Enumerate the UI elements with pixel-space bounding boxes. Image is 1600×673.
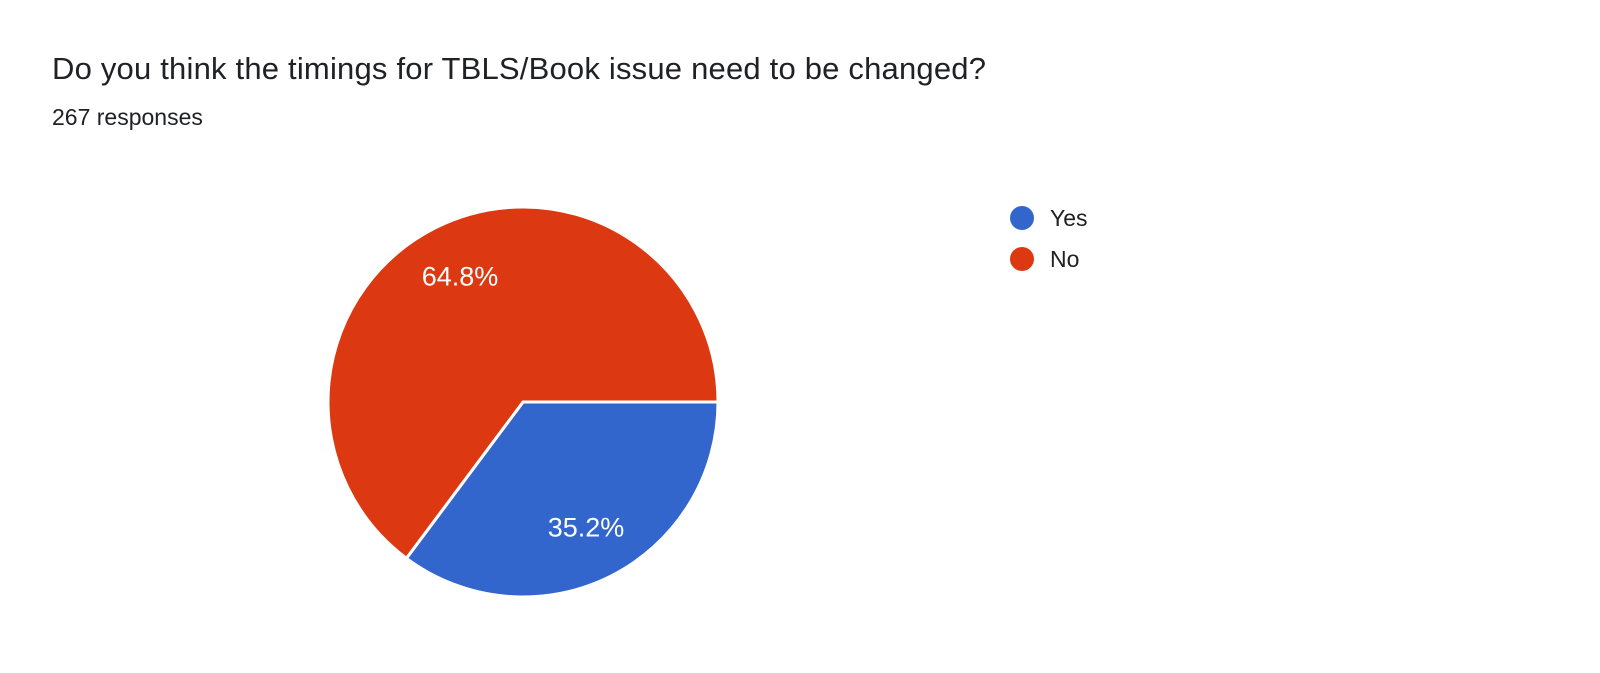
legend-label-no: No [1050, 246, 1080, 272]
question-title: Do you think the timings for TBLS/Book i… [52, 51, 987, 86]
legend-label-yes: Yes [1050, 205, 1088, 231]
pie-slice-label-no: 64.8% [422, 262, 499, 292]
legend-swatch-yes-icon [1010, 206, 1034, 230]
pie-slice-label-yes: 35.2% [548, 513, 625, 543]
legend-item-yes: Yes [1010, 206, 1088, 230]
pie-slice-no[interactable] [326, 205, 720, 561]
legend-item-no: No [1010, 247, 1088, 271]
pie-chart-area: 35.2% 64.8% [326, 205, 720, 599]
pie-chart-svg: 35.2% 64.8% [326, 205, 720, 599]
response-count: 267 responses [52, 104, 203, 130]
chart-legend: Yes No [1010, 206, 1088, 288]
pie-slice-yes[interactable] [404, 400, 720, 599]
legend-swatch-no-icon [1010, 247, 1034, 271]
question-header: Do you think the timings for TBLS/Book i… [52, 49, 1452, 131]
